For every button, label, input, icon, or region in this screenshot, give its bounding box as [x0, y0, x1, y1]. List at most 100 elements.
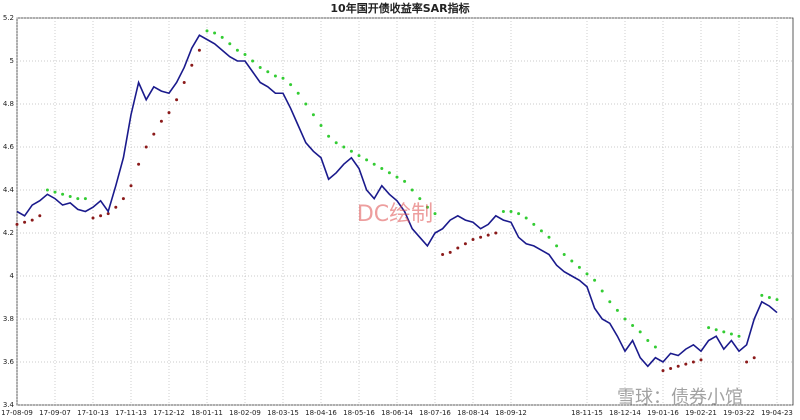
x-tick-label: 19-02-21: [685, 409, 717, 417]
sar-dot: [53, 190, 57, 194]
x-tick-label: 17-09-07: [39, 409, 71, 417]
x-tick-label: 18-04-16: [305, 409, 337, 417]
sar-dot: [349, 149, 353, 153]
y-tick-label: 4: [10, 272, 15, 280]
sar-dot: [570, 259, 574, 263]
sar-dot: [463, 242, 467, 246]
y-tick-label: 4.6: [3, 143, 15, 151]
sar-dot: [68, 194, 72, 198]
sar-dot: [441, 253, 445, 256]
x-tick-label: 18-01-11: [191, 409, 223, 417]
sar-dot: [752, 356, 756, 360]
sar-dot: [327, 134, 331, 138]
sar-dot: [281, 76, 285, 80]
watermark: 雪球：债券小馆: [617, 387, 743, 408]
sar-dot: [220, 35, 224, 39]
sar-dot: [577, 265, 581, 269]
sar-dot: [494, 231, 498, 235]
sar-dot: [539, 229, 543, 233]
sar-dot: [593, 278, 597, 282]
sar-dot: [228, 42, 232, 46]
sar-dot: [729, 332, 733, 336]
x-tick-label: 18-03-15: [267, 409, 299, 417]
sar-dot: [600, 289, 604, 293]
sar-dot: [479, 235, 483, 239]
yield-line: [16, 34, 778, 368]
sar-dot: [676, 364, 680, 368]
sar-dot: [562, 253, 566, 256]
x-tick-label: 17-10-13: [77, 409, 109, 417]
sar-dot: [661, 369, 665, 373]
x-tick-label: 19-03-22: [723, 409, 755, 417]
sar-dot: [45, 188, 49, 192]
sar-dot: [501, 210, 505, 213]
sar-dot: [410, 188, 414, 192]
sar-dot: [547, 235, 551, 239]
x-tick-label: 18-02-09: [229, 409, 261, 417]
sar-dot: [387, 171, 391, 175]
sar-dot: [714, 328, 718, 332]
sar-dot: [273, 74, 277, 78]
sar-dot: [99, 214, 103, 218]
sar-dot: [106, 212, 110, 216]
y-tick-label: 4.8: [3, 100, 14, 108]
sar-dot: [61, 192, 65, 196]
sar-dot: [555, 244, 559, 248]
sar-dot: [699, 358, 703, 362]
y-tick-label: 3.6: [3, 358, 15, 366]
sar-dot: [486, 233, 490, 237]
chart-title: 10年国开债收益率SAR指标: [330, 1, 469, 15]
sar-dot: [296, 91, 300, 95]
sar-dot: [243, 53, 247, 57]
y-tick-label: 3.8: [3, 315, 14, 323]
sar-dot: [737, 334, 741, 338]
sar-dot: [760, 293, 764, 297]
sar-dot: [509, 210, 513, 213]
sar-dot: [456, 246, 460, 250]
sar-dot: [342, 145, 346, 149]
x-tick-label: 18-11-15: [571, 409, 603, 417]
sar-dot: [258, 65, 262, 69]
sar-dot: [471, 237, 475, 241]
sar-dot: [372, 162, 376, 166]
x-tick-label: 18-12-14: [609, 409, 641, 417]
sar-dot: [91, 216, 95, 220]
sar-dot: [213, 31, 217, 35]
sar-dot: [289, 83, 293, 87]
sar-dot: [167, 111, 171, 115]
sar-dot: [395, 175, 399, 179]
sar-dot: [319, 124, 323, 127]
sar-dot: [365, 158, 369, 162]
sar-dot: [152, 132, 156, 136]
y-tick-label: 5: [10, 57, 14, 65]
sar-dot: [304, 102, 308, 106]
sar-dot: [205, 29, 209, 33]
sar-dot: [121, 197, 125, 201]
sar-dot: [23, 220, 27, 224]
x-tick-label: 19-01-16: [647, 409, 679, 417]
sar-dot: [669, 366, 673, 370]
sar-dot: [159, 119, 163, 123]
sar-dot: [722, 330, 726, 334]
sar-dot: [83, 197, 87, 201]
sar-dot: [433, 212, 437, 216]
sar-dot: [585, 272, 589, 276]
sar-dot: [235, 48, 239, 52]
sar-dot: [15, 222, 19, 226]
x-tick-label: 17-11-13: [115, 409, 147, 417]
x-tick-label: 18-07-16: [419, 409, 451, 417]
y-tick-label: 5.2: [3, 14, 14, 22]
sar-dot: [197, 48, 201, 52]
sar-dot: [311, 113, 315, 117]
sar-dot: [357, 154, 361, 158]
sar-dot: [182, 81, 186, 84]
sar-dot: [175, 98, 179, 102]
sar-dot: [775, 298, 779, 302]
sar-dot: [129, 184, 133, 188]
sar-dot: [691, 360, 695, 364]
y-tick-label: 3.4: [3, 401, 15, 409]
x-tick-label: 18-06-14: [381, 409, 413, 417]
sar-dot: [767, 296, 771, 299]
sar-dot: [638, 330, 642, 334]
